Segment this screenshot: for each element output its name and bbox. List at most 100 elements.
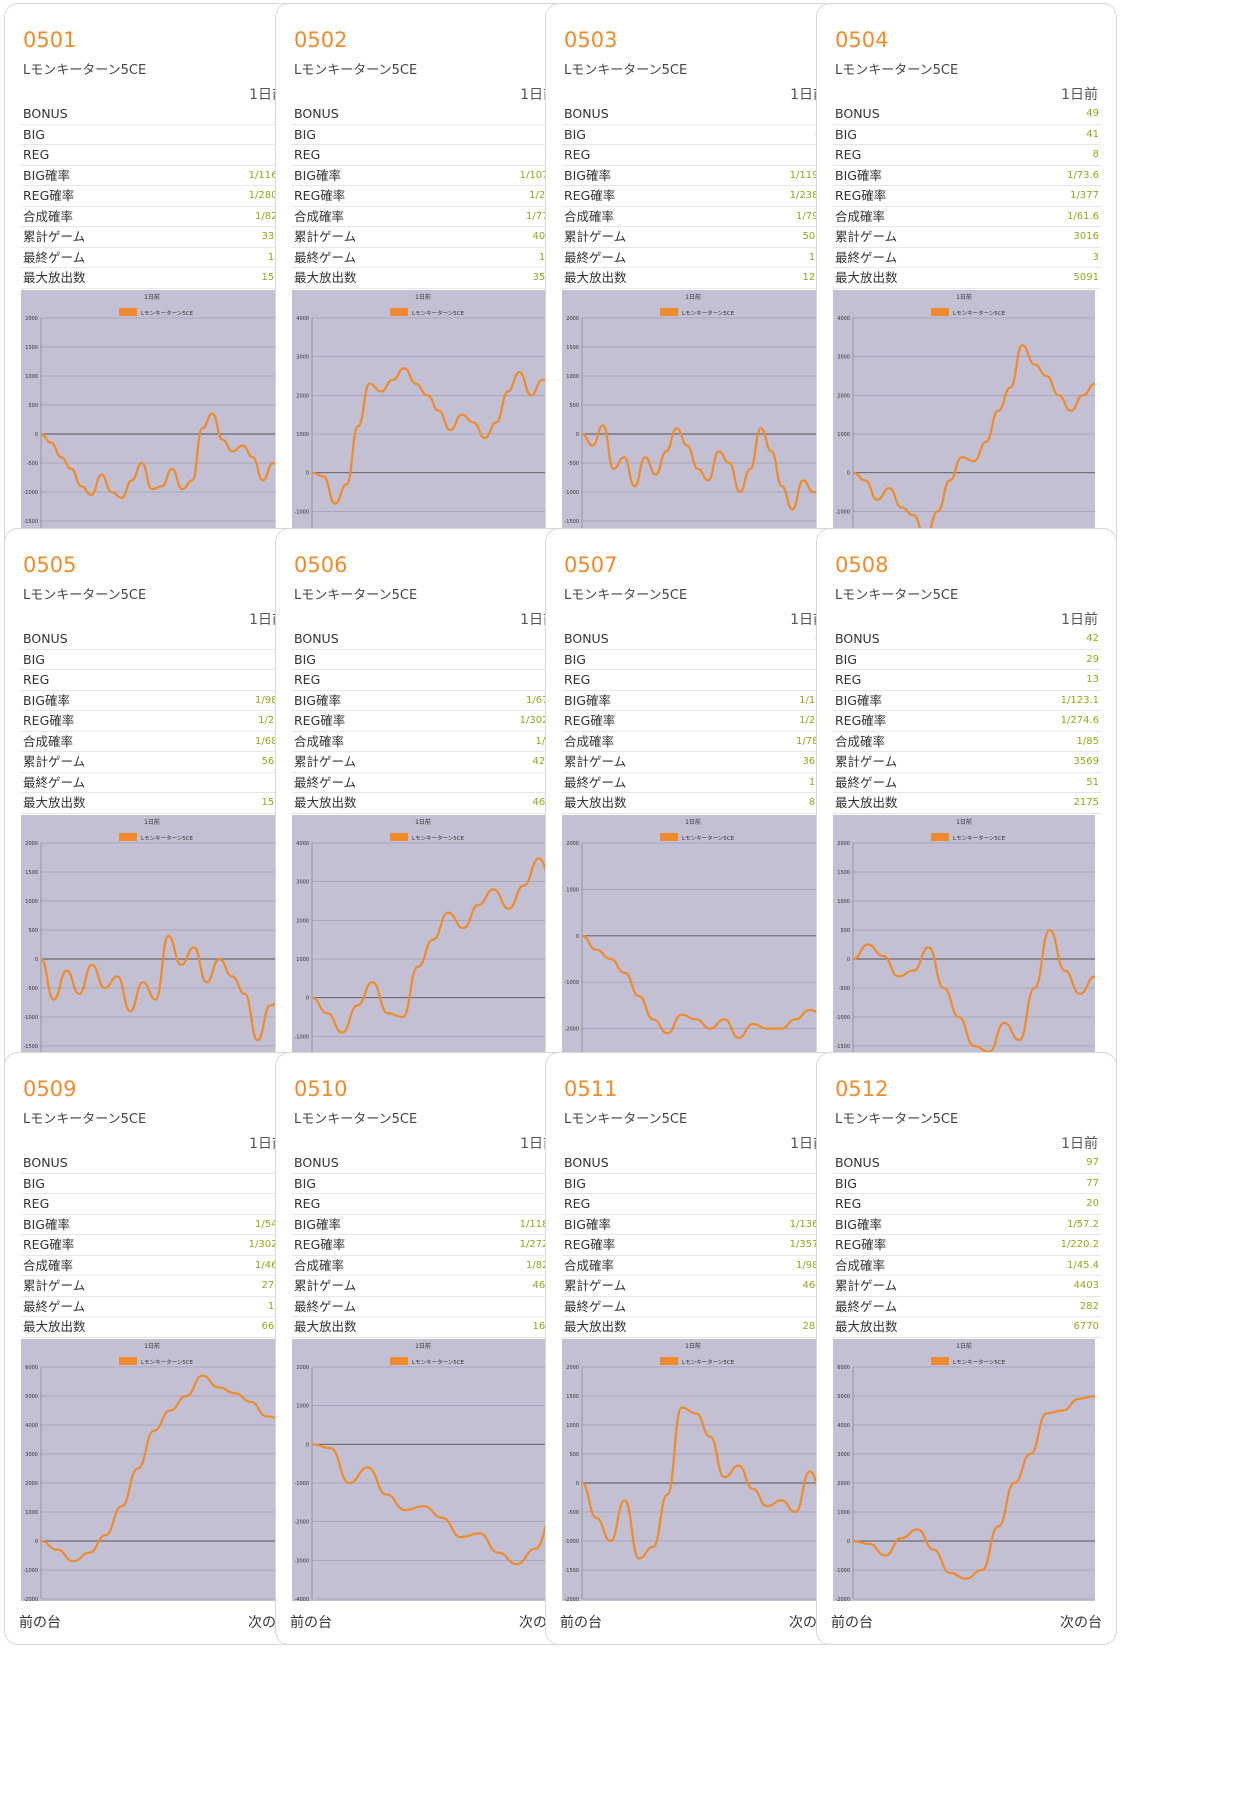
stat-label: BIG確率 bbox=[21, 690, 195, 711]
y-tick-label: 0 bbox=[847, 471, 850, 477]
prev-machine-link[interactable]: 前の台 bbox=[560, 1615, 602, 1631]
prev-machine-link[interactable]: 前の台 bbox=[19, 1615, 61, 1631]
legend-swatch bbox=[390, 1357, 408, 1365]
machine-card[interactable]: 0506 Lモンキーターン5CE 1日前 BONUS77BIG63REG14BIG確率… bbox=[275, 528, 576, 1121]
stat-label: BIG bbox=[21, 649, 195, 670]
stat-value: 1/67.2 bbox=[455, 690, 560, 711]
stat-label: 累計ゲーム bbox=[292, 1275, 456, 1297]
machine-number[interactable]: 0508 bbox=[835, 553, 889, 577]
prev-machine-link[interactable]: 前の台 bbox=[290, 1615, 332, 1631]
chart-background bbox=[562, 1339, 824, 1601]
legend-label: Lモンキーターン5CE bbox=[141, 1358, 194, 1366]
stats-row: BIG63 bbox=[292, 649, 560, 670]
machine-number[interactable]: 0501 bbox=[23, 28, 77, 52]
stat-label: 合成確率 bbox=[292, 731, 456, 752]
machine-card[interactable]: 0505 Lモンキーターン5CE 1日前 BONUS82BIG57REG25BIG確率… bbox=[4, 528, 305, 1121]
next-machine-link[interactable]: 次の台 bbox=[1060, 1615, 1102, 1631]
stat-label: 最終ゲーム bbox=[21, 772, 195, 793]
chart-title: 1日前 bbox=[956, 293, 972, 301]
stats-row: BIG確率 1/116.2 bbox=[21, 165, 289, 186]
machine-card[interactable]: 0511 Lモンキーターン5CE 1日前 BONUS47BIG34REG13BIG確率… bbox=[545, 1052, 846, 1645]
machine-number[interactable]: 0509 bbox=[23, 1077, 77, 1101]
stat-label: REG bbox=[292, 144, 456, 166]
machine-card[interactable]: 0507 Lモンキーターン5CE 1日前 BONUS46BIG33REG13BIG確率… bbox=[545, 528, 846, 1121]
stats-row: 最大放出数6646 bbox=[21, 1316, 289, 1338]
stat-value: 1/118.7 bbox=[455, 1214, 560, 1235]
y-tick-label: 1500 bbox=[25, 870, 38, 876]
y-tick-label: 1000 bbox=[296, 432, 309, 438]
stat-value: 77 bbox=[996, 1173, 1101, 1194]
machine-card[interactable]: 0508 Lモンキーターン5CE 1日前 BONUS 42 BIG 29 REG 13 BIG確率… bbox=[816, 528, 1117, 1121]
machine-number[interactable]: 0512 bbox=[835, 1077, 889, 1101]
stat-value: 1/302.3 bbox=[455, 710, 560, 732]
stat-value: 13 bbox=[725, 1193, 830, 1215]
machine-card[interactable]: 0512 Lモンキーターン5CE 1日前 BONUS 97 BIG 77 REG 20 BIG確率… bbox=[816, 1052, 1117, 1645]
machine-number[interactable]: 0503 bbox=[564, 28, 618, 52]
y-tick-label: 1500 bbox=[837, 870, 850, 876]
stats-row: BONUS 97 bbox=[833, 1153, 1101, 1174]
y-tick-label: 0 bbox=[306, 996, 309, 1002]
stat-label: REG bbox=[292, 669, 456, 691]
stat-label: 最終ゲーム bbox=[562, 772, 736, 793]
stat-value: 1/85 bbox=[996, 731, 1101, 752]
stat-label: REG確率 bbox=[21, 1234, 185, 1256]
y-tick-label: 3000 bbox=[296, 355, 309, 361]
machine-model: Lモンキーターン5CE bbox=[564, 63, 688, 78]
stats-row: 最終ゲーム1 bbox=[292, 1296, 560, 1317]
machine-card[interactable]: 0509Lモンキーターン5CE1日前BONUS59BIG50REG9BIG確率1… bbox=[4, 1052, 305, 1645]
stats-row: 最終ゲーム 51 bbox=[833, 772, 1101, 793]
machine-card[interactable]: 0503 Lモンキーターン5CE 1日前 BONUS63BIG42REG21BIG確率… bbox=[545, 3, 846, 596]
y-tick-label: 2000 bbox=[566, 1365, 579, 1371]
stat-value: 51 bbox=[996, 772, 1101, 793]
chart-title: 1日前 bbox=[956, 1342, 972, 1350]
y-tick-label: 2000 bbox=[566, 316, 579, 322]
stats-row: REG12 bbox=[21, 144, 289, 166]
stats-row: BONUS59 bbox=[21, 1153, 289, 1174]
stat-value: 1/79.6 bbox=[725, 206, 830, 227]
stat-value: 41 bbox=[1006, 124, 1101, 145]
machine-card[interactable]: 0504 Lモンキーターン5CE 1日前 BONUS 49 BIG 41 REG 8 BIG確率 1… bbox=[816, 3, 1117, 596]
chart-title: 1日前 bbox=[144, 1342, 160, 1350]
chart-background bbox=[833, 1339, 1095, 1601]
prev-machine-link[interactable]: 前の台 bbox=[831, 1615, 873, 1631]
stats-row: REG25 bbox=[21, 669, 289, 691]
stats-row: BIG確率 1/110 bbox=[562, 690, 830, 711]
y-tick-label: -500 bbox=[568, 1510, 579, 1516]
stats-row: BONUS82 bbox=[21, 629, 289, 650]
machine-number[interactable]: 0506 bbox=[294, 553, 348, 577]
machine-number[interactable]: 0505 bbox=[23, 553, 77, 577]
stat-label: REG bbox=[21, 669, 195, 691]
machine-number[interactable]: 0502 bbox=[294, 28, 348, 52]
legend-swatch bbox=[119, 833, 137, 841]
stat-value: 42 bbox=[725, 124, 830, 145]
stat-label: 累計ゲーム bbox=[21, 751, 195, 773]
machine-card[interactable]: 0510 Lモンキーターン5CE 1日前 BONUS56BIG39REG17BIG確率… bbox=[275, 1052, 576, 1645]
stats-row: REG15 bbox=[292, 144, 560, 166]
machine-number[interactable]: 0510 bbox=[294, 1077, 348, 1101]
series-line bbox=[581, 934, 824, 1039]
machine-number[interactable]: 0504 bbox=[835, 28, 889, 52]
stats-row: BIG33 bbox=[562, 649, 830, 670]
machine-number[interactable]: 0507 bbox=[564, 553, 618, 577]
machine-number[interactable]: 0511 bbox=[564, 1077, 618, 1101]
stat-label: BIG確率 bbox=[833, 165, 1007, 186]
legend-swatch bbox=[931, 308, 949, 316]
y-tick-label: -3000 bbox=[294, 1558, 309, 1564]
stat-value: 3367 bbox=[184, 226, 289, 248]
machine-card[interactable]: 0501 Lモンキーターン5CE 1日前 BONUS41BIG29REG12BIG確率… bbox=[4, 3, 305, 596]
machine-card[interactable]: 0502 Lモンキーターン5CE 1日前 BONUS53BIG38REG15BIG確率… bbox=[275, 3, 576, 596]
stats-row: REG17 bbox=[292, 1193, 560, 1215]
stat-value: 1/116.2 bbox=[184, 165, 289, 186]
stat-value: 1/225 bbox=[194, 710, 289, 732]
stats-row: 合成確率 1/46.1 bbox=[21, 1255, 289, 1276]
stat-label: BIG bbox=[833, 124, 1007, 145]
stat-label: 最大放出数 bbox=[833, 1316, 997, 1338]
stats-row: 累計ゲーム4627 bbox=[292, 1275, 560, 1297]
machine-model: Lモンキーターン5CE bbox=[23, 1112, 147, 1127]
stat-label: REG bbox=[833, 144, 1007, 166]
stat-label: REG確率 bbox=[292, 710, 456, 732]
stats-row: 最大放出数1658 bbox=[292, 1316, 560, 1338]
machine-model: Lモンキーターン5CE bbox=[835, 588, 959, 603]
